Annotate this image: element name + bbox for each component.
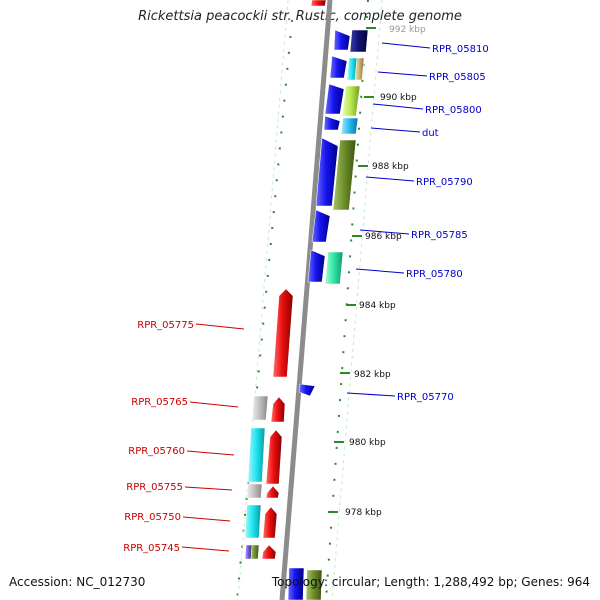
scale-label: 986 kbp — [365, 232, 402, 242]
gene-rpr-05790b[interactable] — [332, 139, 357, 211]
leader-line — [359, 229, 410, 235]
scale-ticks — [328, 27, 376, 513]
gene-label-right[interactable]: RPR_05785 — [411, 230, 468, 241]
gene-rpr-05800b[interactable] — [341, 85, 361, 117]
gene-arrow-top[interactable] — [310, 0, 327, 7]
gene-rpr-05790[interactable] — [315, 137, 339, 207]
scale-label: 992 kbp — [389, 25, 426, 35]
gene-label-right[interactable]: RPR_05770 — [397, 392, 454, 403]
gene-label-left[interactable]: RPR_05750 — [124, 512, 181, 523]
gene-rpr-05760b[interactable] — [247, 427, 266, 483]
reverse-strand-genes — [244, 288, 294, 560]
gene-label-right[interactable]: RPR_05800 — [425, 105, 482, 116]
gene-label-left[interactable]: RPR_05760 — [128, 446, 185, 457]
gene-rpr-05810b[interactable] — [349, 29, 369, 53]
scale-label: 982 kbp — [354, 370, 391, 380]
leader-line — [355, 268, 405, 274]
gene-label-left[interactable]: RPR_05775 — [137, 320, 194, 331]
leader-line — [182, 516, 231, 522]
gene-rpr-05755[interactable] — [265, 485, 280, 499]
gene-rpr-05760[interactable] — [265, 429, 283, 485]
scale-label: 980 kbp — [349, 438, 386, 448]
gene-rpr-05775[interactable] — [272, 288, 294, 378]
gene-rpr-05785[interactable] — [311, 209, 331, 243]
gene-label-right[interactable]: RPR_05790 — [416, 177, 473, 188]
outer-strand-border — [331, 0, 383, 600]
leader-line — [346, 392, 396, 397]
leader-line — [184, 486, 233, 491]
gene-label-right[interactable]: dut — [422, 128, 439, 139]
map-title: Rickettsia peacockii str. Rustic, comple… — [138, 9, 462, 24]
gene-arrow-bottom[interactable] — [287, 567, 305, 600]
gene-rpr-05765b[interactable] — [251, 395, 269, 421]
gene-label-right[interactable]: RPR_05780 — [406, 269, 463, 280]
leader-line — [372, 103, 424, 110]
gene-rpr-05745c[interactable] — [250, 544, 260, 560]
inner-tick-ring — [236, 19, 293, 600]
gene-rpr-05750[interactable] — [262, 506, 278, 539]
gene-rpr-05770[interactable] — [298, 383, 316, 397]
scale-label: 984 kbp — [359, 301, 396, 311]
right-leader-lines — [346, 42, 431, 397]
gene-label-right[interactable]: RPR_05810 — [432, 44, 489, 55]
gene-rpr-05755b[interactable] — [246, 483, 263, 499]
scale-label: 988 kbp — [372, 162, 409, 172]
leader-line — [195, 323, 245, 330]
gene-rpr-05800[interactable] — [324, 83, 345, 115]
gene-label-left[interactable]: RPR_05765 — [131, 397, 188, 408]
gene-dut[interactable] — [323, 115, 341, 131]
accession-text: Accession: NC_012730 — [9, 575, 146, 589]
gene-label-left[interactable]: RPR_05755 — [126, 482, 183, 493]
genome-backbone — [279, 0, 333, 600]
gene-label-right[interactable]: RPR_05805 — [429, 72, 486, 83]
left-leader-lines — [181, 323, 245, 552]
gene-label-left[interactable]: RPR_05745 — [123, 543, 180, 554]
leader-line — [365, 176, 415, 182]
genome-summary-text: Topology: circular; Length: 1,288,492 bp… — [271, 575, 590, 589]
gene-rpr-05810[interactable] — [333, 29, 351, 51]
gene-rpr-05805[interactable] — [329, 55, 348, 79]
gene-rpr-05780[interactable] — [307, 249, 326, 283]
inner-strand-border — [237, 0, 289, 600]
gene-dut-b[interactable] — [340, 117, 359, 135]
leader-line — [381, 42, 431, 49]
gene-arrow-bottom-b[interactable] — [305, 569, 323, 600]
gene-rpr-05750b[interactable] — [244, 504, 262, 539]
scale-label: 990 kbp — [380, 93, 417, 103]
leader-line — [189, 401, 239, 408]
leader-line — [370, 127, 421, 133]
leader-line — [181, 546, 230, 552]
scale-label: 978 kbp — [345, 508, 382, 518]
forward-strand-genes — [287, 0, 369, 600]
gene-rpr-05745[interactable] — [261, 544, 277, 560]
gene-rpr-05765[interactable] — [270, 396, 286, 423]
gene-rpr-05805c[interactable] — [354, 57, 365, 81]
gene-rpr-05780b[interactable] — [324, 251, 344, 285]
leader-line — [377, 71, 428, 77]
leader-line — [186, 450, 235, 456]
